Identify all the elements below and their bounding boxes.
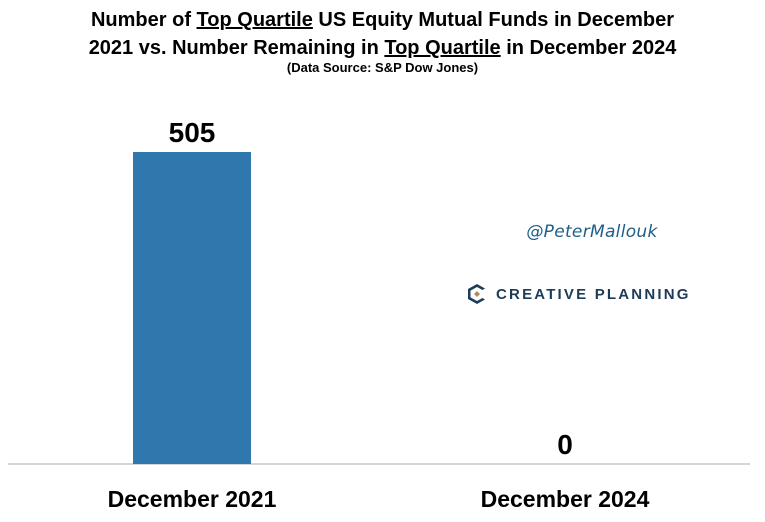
title-text: Number of [90,9,197,31]
watermark-handle: @PeterMallouk [526,222,658,242]
data-label: 0 [557,429,573,460]
chart-title: Number of Top Quartile US Equity Mutual … [0,6,765,62]
creative-planning-logo-icon [468,284,485,304]
chart-subtitle: (Data Source: S&P Dow Jones) [286,60,479,75]
title-underlined-text: Top Quartile [384,37,501,59]
title-line-1: Number of Top Quartile US Equity Mutual … [0,6,765,34]
title-underlined-text: Top Quartile [196,9,313,31]
logo-text: CREATIVE PLANNING [496,285,691,303]
title-text: US Equity Mutual Funds in December [312,9,675,31]
title-line-2: 2021 vs. Number Remaining in Top Quartil… [0,34,765,62]
x-tick-label: December 2021 [108,486,277,512]
title-text: 2021 vs. Number Remaining in [88,37,385,59]
creative-planning-logo: CREATIVE PLANNING [466,282,691,306]
bar [133,152,251,464]
title-text: in December 2024 [500,37,677,59]
x-tick-label: December 2024 [481,486,650,512]
data-label: 505 [169,117,216,148]
